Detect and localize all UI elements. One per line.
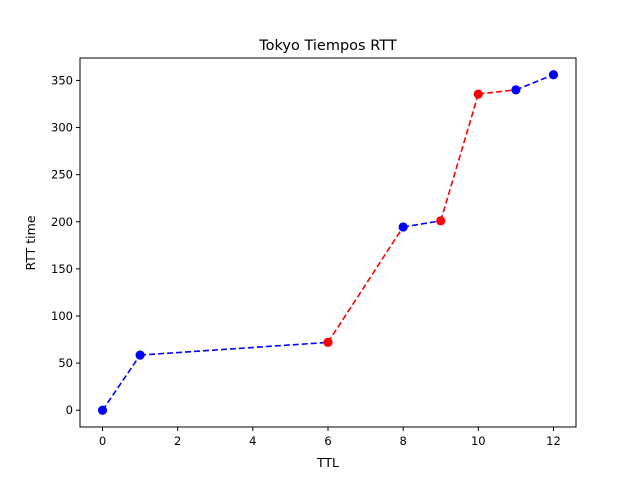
x-tick-label: 10 [471,434,486,448]
data-point [436,216,446,226]
axes-frame [79,57,577,428]
data-point [97,405,108,415]
x-tick-label: 0 [99,434,106,448]
x-tick-label: 2 [174,434,181,448]
line-segment [439,93,480,222]
line-segment [101,354,141,411]
line-segment [327,226,404,343]
y-tick-label: 200 [51,215,73,229]
line-segment [140,341,329,356]
line-segment [478,89,516,95]
data-point [398,222,408,232]
x-tick-label: 6 [324,434,331,448]
x-tick-label: 12 [546,434,561,448]
y-axis-ticks: 0 50 100 150 200 250 300 350 [51,73,80,417]
plot-area [79,57,577,428]
y-tick-label: 50 [58,356,73,370]
y-tick-label: 250 [51,168,73,182]
x-axis-label: TTL [316,455,339,470]
data-point [511,85,521,95]
y-tick-label: 100 [51,309,73,323]
y-tick-label: 0 [66,403,73,417]
data-point [548,70,559,80]
data-point [135,350,145,360]
line-segment [515,74,554,91]
y-tick-label: 300 [51,121,73,135]
data-point [323,337,333,347]
chart-title: Tokyo Tiempos RTT [258,38,397,54]
x-tick-label: 4 [249,434,256,448]
y-axis-label: RTT time [23,215,38,270]
y-tick-label: 150 [51,262,73,276]
rtt-series [97,70,559,415]
x-tick-label: 8 [399,434,406,448]
x-axis-ticks: 0 2 4 6 8 10 12 [99,427,561,448]
y-tick-label: 350 [51,73,73,87]
line-segment [403,220,441,228]
data-point [473,89,483,99]
